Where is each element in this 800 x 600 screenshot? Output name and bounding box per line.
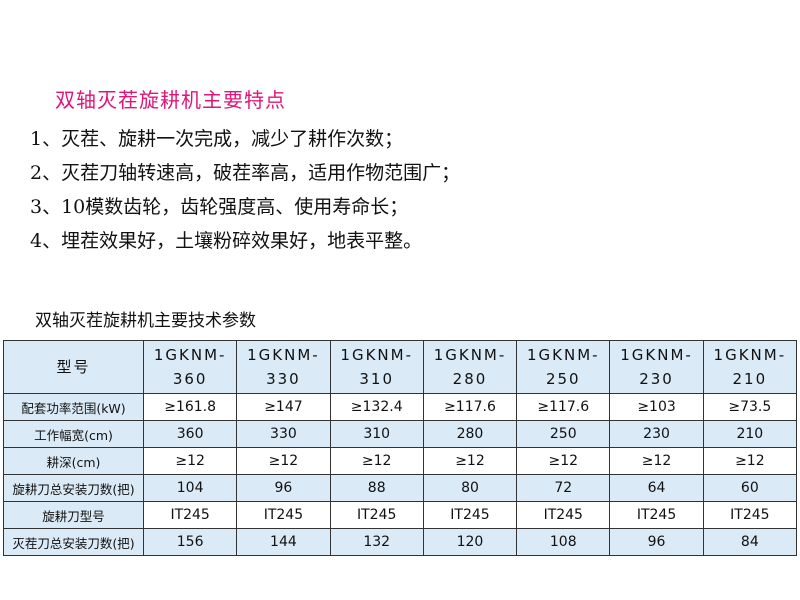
table-cell: ≥12 — [329, 447, 424, 475]
table-cell: ≥132.4 — [329, 393, 424, 421]
spec-table: 型号 1GKNM- 360 1GKNM- 330 1GKNM- 310 1GKNM- 280 1… — [3, 340, 798, 556]
row-label: 配套功率范围(kW) — [3, 393, 144, 421]
model-header: 1GKNM- 210 — [702, 340, 798, 394]
table-cell: ≥73.5 — [702, 393, 798, 421]
model-name-part: 1GKNM- — [340, 346, 413, 364]
model-header: 1GKNM- 250 — [516, 340, 611, 394]
table-cell: ≥12 — [236, 447, 331, 475]
table-cell: 230 — [609, 420, 704, 448]
table-cell: 250 — [516, 420, 611, 448]
model-header: 1GKNM- 330 — [236, 340, 331, 394]
table-cell: ≥12 — [609, 447, 704, 475]
model-name-part: 310 — [359, 370, 395, 388]
model-name-part: 250 — [545, 370, 581, 388]
table-cell: IT245 — [702, 501, 798, 529]
table-cell: 72 — [516, 474, 611, 502]
table-row: 旋耕刀总安装刀数(把) 104 96 88 80 72 64 60 — [3, 474, 798, 502]
table-cell: IT245 — [609, 501, 704, 529]
table-cell: 360 — [142, 420, 238, 448]
model-name-part: 280 — [452, 370, 488, 388]
table-cell: ≥117.6 — [422, 393, 518, 421]
feature-item: 4、埋茬效果好，土壤粉碎效果好，地表平整。 — [30, 230, 423, 252]
table-cell: 80 — [422, 474, 518, 502]
table-cell: 330 — [236, 420, 331, 448]
table-cell: 64 — [609, 474, 704, 502]
model-name-part: 330 — [266, 370, 301, 388]
table-row: 工作幅宽(cm) 360 330 310 280 250 230 210 — [3, 420, 798, 448]
table-cell: ≥12 — [422, 447, 518, 475]
table-cell: IT245 — [422, 501, 518, 529]
table-cell: IT245 — [329, 501, 424, 529]
model-name-part: 1GKNM- — [433, 346, 507, 364]
model-name-part: 230 — [639, 370, 674, 388]
table-cell: IT245 — [516, 501, 611, 529]
row-label: 工作幅宽(cm) — [3, 420, 144, 448]
model-name-part: 1GKNM- — [153, 346, 227, 364]
model-name-part: 1GKNM- — [620, 346, 693, 364]
table-cell: 280 — [422, 420, 518, 448]
model-header: 1GKNM- 360 — [142, 340, 238, 394]
table-row: 耕深(cm) ≥12 ≥12 ≥12 ≥12 ≥12 ≥12 ≥12 — [3, 447, 798, 475]
feature-item: 1、灭茬、旋耕一次完成，减少了耕作次数； — [30, 128, 404, 150]
table-cell: 104 — [142, 474, 238, 502]
model-name-part: 360 — [172, 370, 208, 388]
model-name-part: 210 — [732, 370, 768, 388]
table-cell: ≥12 — [142, 447, 238, 475]
table-cell: 88 — [329, 474, 424, 502]
model-name-part: 1GKNM- — [526, 346, 600, 364]
table-cell: 96 — [236, 474, 331, 502]
header-label: 型号 — [3, 340, 144, 394]
table-cell: 144 — [236, 528, 331, 556]
feature-item: 2、灭茬刀轴转速高，破茬率高，适用作物范围广； — [30, 162, 461, 184]
table-cell: ≥147 — [236, 393, 331, 421]
table-row: 配套功率范围(kW) ≥161.8 ≥147 ≥132.4 ≥117.6 ≥117.6 ≥1… — [3, 393, 798, 421]
table-cell: IT245 — [142, 501, 238, 529]
row-label: 灭茬刀总安装刀数(把) — [3, 528, 144, 556]
table-cell: ≥12 — [516, 447, 611, 475]
model-header: 1GKNM- 280 — [422, 340, 518, 394]
table-title: 双轴灭茬旋耕机主要技术参数 — [35, 311, 256, 331]
table-cell: 84 — [702, 528, 798, 556]
table-cell: 156 — [142, 528, 238, 556]
model-name-part: 1GKNM- — [247, 346, 320, 364]
table-row: 旋耕刀型号 IT245 IT245 IT245 IT245 IT245 IT245 IT245 — [3, 501, 798, 529]
row-label: 耕深(cm) — [3, 447, 144, 475]
feature-item: 3、10模数齿轮，齿轮强度高、使用寿命长； — [30, 196, 409, 218]
features-title: 双轴灭茬旋耕机主要特点 — [55, 88, 286, 112]
table-row: 灭茬刀总安装刀数(把) 156 144 132 120 108 96 84 — [3, 528, 798, 556]
model-name-part: 1GKNM- — [713, 346, 787, 364]
features-list: 1、灭茬、旋耕一次完成，减少了耕作次数； 2、灭茬刀轴转速高，破茬率高，适用作物… — [30, 122, 460, 258]
row-label: 旋耕刀总安装刀数(把) — [3, 474, 144, 502]
table-cell: IT245 — [236, 501, 331, 529]
table-cell: ≥103 — [609, 393, 704, 421]
table-cell: 120 — [422, 528, 518, 556]
row-label: 旋耕刀型号 — [3, 501, 144, 529]
table-cell: 96 — [609, 528, 704, 556]
model-header: 1GKNM- 310 — [329, 340, 424, 394]
table-cell: 60 — [702, 474, 798, 502]
table-cell: ≥12 — [702, 447, 798, 475]
table-header-row: 型号 1GKNM- 360 1GKNM- 330 1GKNM- 310 1GKNM- 280 1… — [3, 340, 798, 394]
model-header: 1GKNM- 230 — [609, 340, 704, 394]
table-cell: 108 — [516, 528, 611, 556]
table-cell: ≥161.8 — [142, 393, 238, 421]
table-cell: 310 — [329, 420, 424, 448]
table-cell: 132 — [329, 528, 424, 556]
table-cell: 210 — [702, 420, 798, 448]
table-cell: ≥117.6 — [516, 393, 611, 421]
